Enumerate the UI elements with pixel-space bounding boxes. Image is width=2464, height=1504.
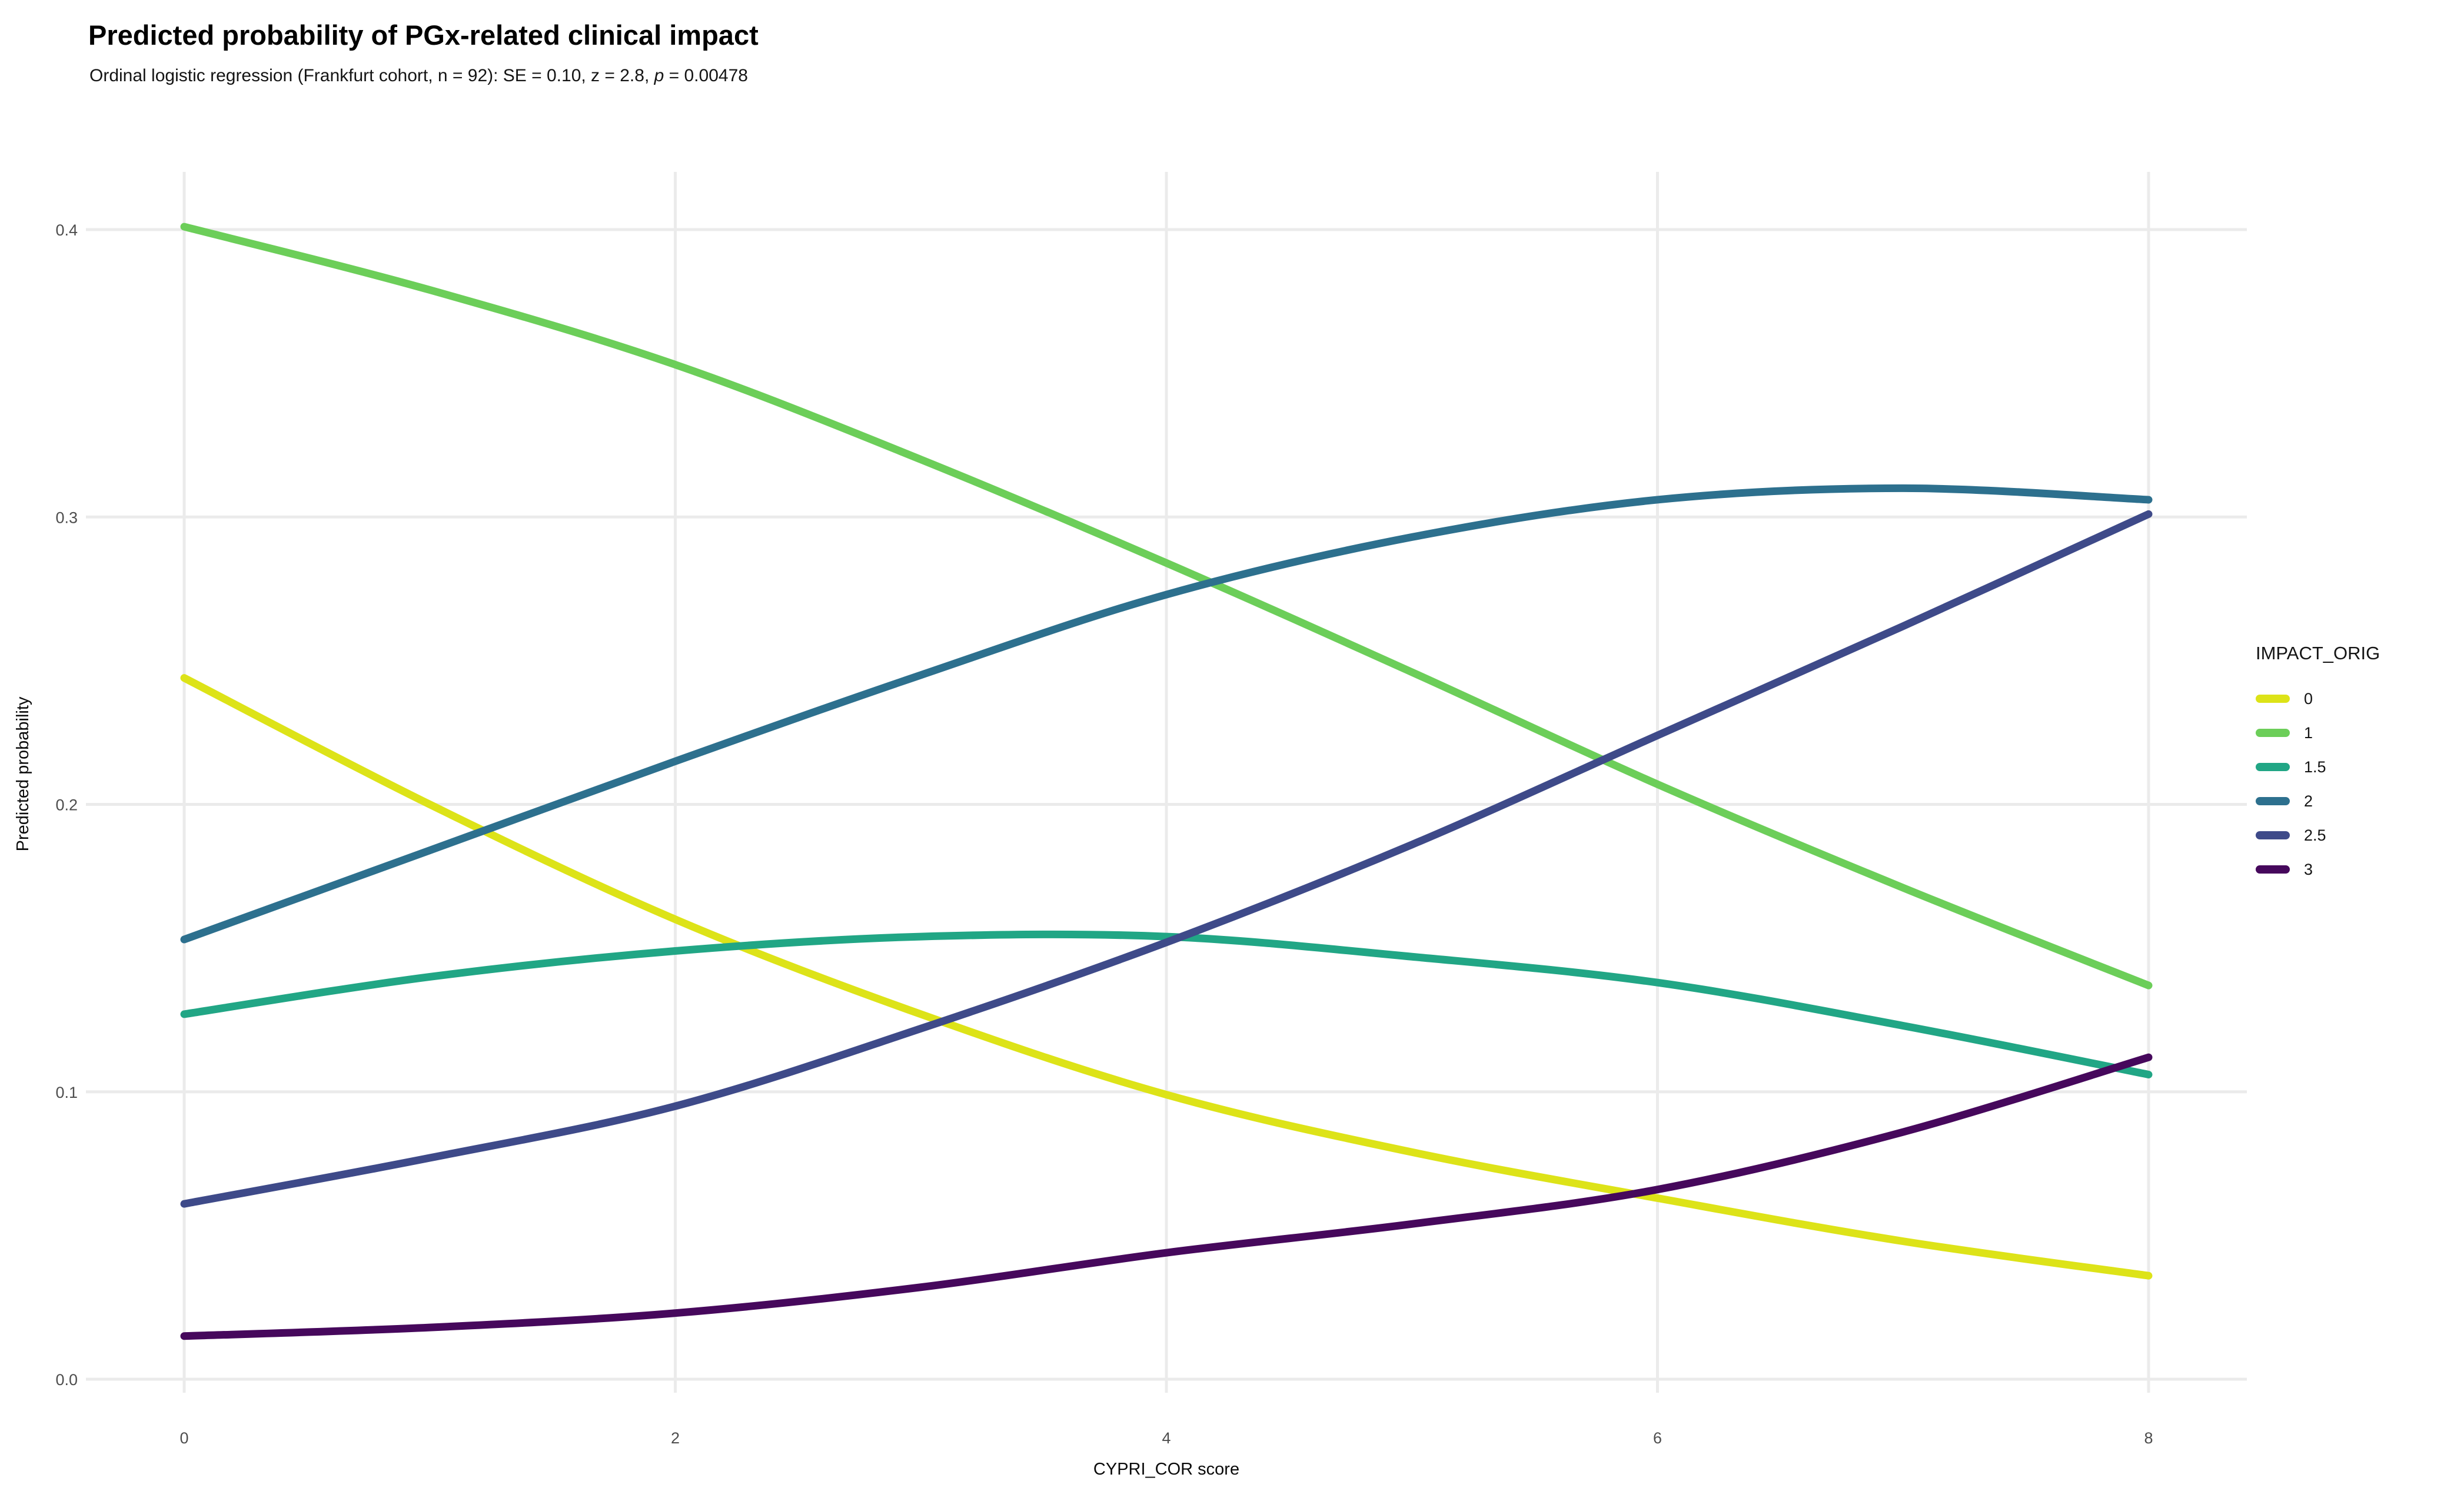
series-line-3 bbox=[180, 1053, 2153, 1340]
series-line-1 bbox=[180, 223, 2153, 990]
legend-key-swatch bbox=[2256, 729, 2290, 737]
subtitle-p-value: = 0.00478 bbox=[664, 66, 748, 85]
y-axis-title: Predicted probability bbox=[14, 696, 32, 851]
legend-title: IMPACT_ORIG bbox=[2256, 643, 2380, 663]
legend-item: 2.5 bbox=[2256, 818, 2380, 852]
series-line-0 bbox=[180, 674, 2153, 1280]
legend-key-swatch bbox=[2256, 695, 2290, 703]
x-tick-label: 4 bbox=[1162, 1429, 1171, 1447]
legend: IMPACT_ORIG 0 1 1.5 2 2.5 3 bbox=[2256, 643, 2380, 887]
subtitle-text: Ordinal logistic regression (Frankfurt c… bbox=[89, 66, 654, 85]
legend-key-label: 2.5 bbox=[2304, 826, 2326, 844]
series-line-1.5 bbox=[180, 930, 2153, 1078]
legend-key-label: 2 bbox=[2304, 792, 2313, 810]
y-tick-label: 0.0 bbox=[55, 1371, 78, 1389]
legend-key-label: 1.5 bbox=[2304, 758, 2326, 776]
x-tick-label: 2 bbox=[671, 1429, 680, 1447]
legend-item: 1.5 bbox=[2256, 750, 2380, 784]
y-tick-label: 0.2 bbox=[55, 796, 78, 814]
legend-key-swatch bbox=[2256, 831, 2290, 839]
legend-key-label: 1 bbox=[2304, 723, 2313, 742]
legend-key-swatch bbox=[2256, 763, 2290, 771]
x-tick-label: 6 bbox=[1653, 1429, 1662, 1447]
legend-item: 2 bbox=[2256, 784, 2380, 818]
legend-entries: 0 1 1.5 2 2.5 3 bbox=[2256, 682, 2380, 887]
series-line-2 bbox=[180, 484, 2153, 944]
subtitle-p-symbol: p bbox=[654, 66, 664, 85]
series-line-2.5 bbox=[180, 510, 2153, 1208]
legend-key-swatch bbox=[2256, 797, 2290, 805]
legend-item: 3 bbox=[2256, 852, 2380, 887]
legend-item: 1 bbox=[2256, 716, 2380, 750]
legend-item: 0 bbox=[2256, 682, 2380, 716]
legend-key-swatch bbox=[2256, 865, 2290, 874]
x-axis-title: CYPRI_COR score bbox=[1093, 1460, 1239, 1479]
y-tick-label: 0.3 bbox=[55, 509, 78, 526]
chart-subtitle: Ordinal logistic regression (Frankfurt c… bbox=[89, 66, 748, 86]
legend-key-label: 3 bbox=[2304, 860, 2313, 878]
y-tick-label: 0.4 bbox=[55, 221, 78, 239]
x-tick-label: 0 bbox=[179, 1429, 188, 1447]
x-tick-label: 8 bbox=[2144, 1429, 2153, 1447]
y-tick-label: 0.1 bbox=[55, 1084, 78, 1101]
chart-title: Predicted probability of PGx-related cli… bbox=[88, 19, 759, 51]
legend-key-label: 0 bbox=[2304, 689, 2313, 708]
